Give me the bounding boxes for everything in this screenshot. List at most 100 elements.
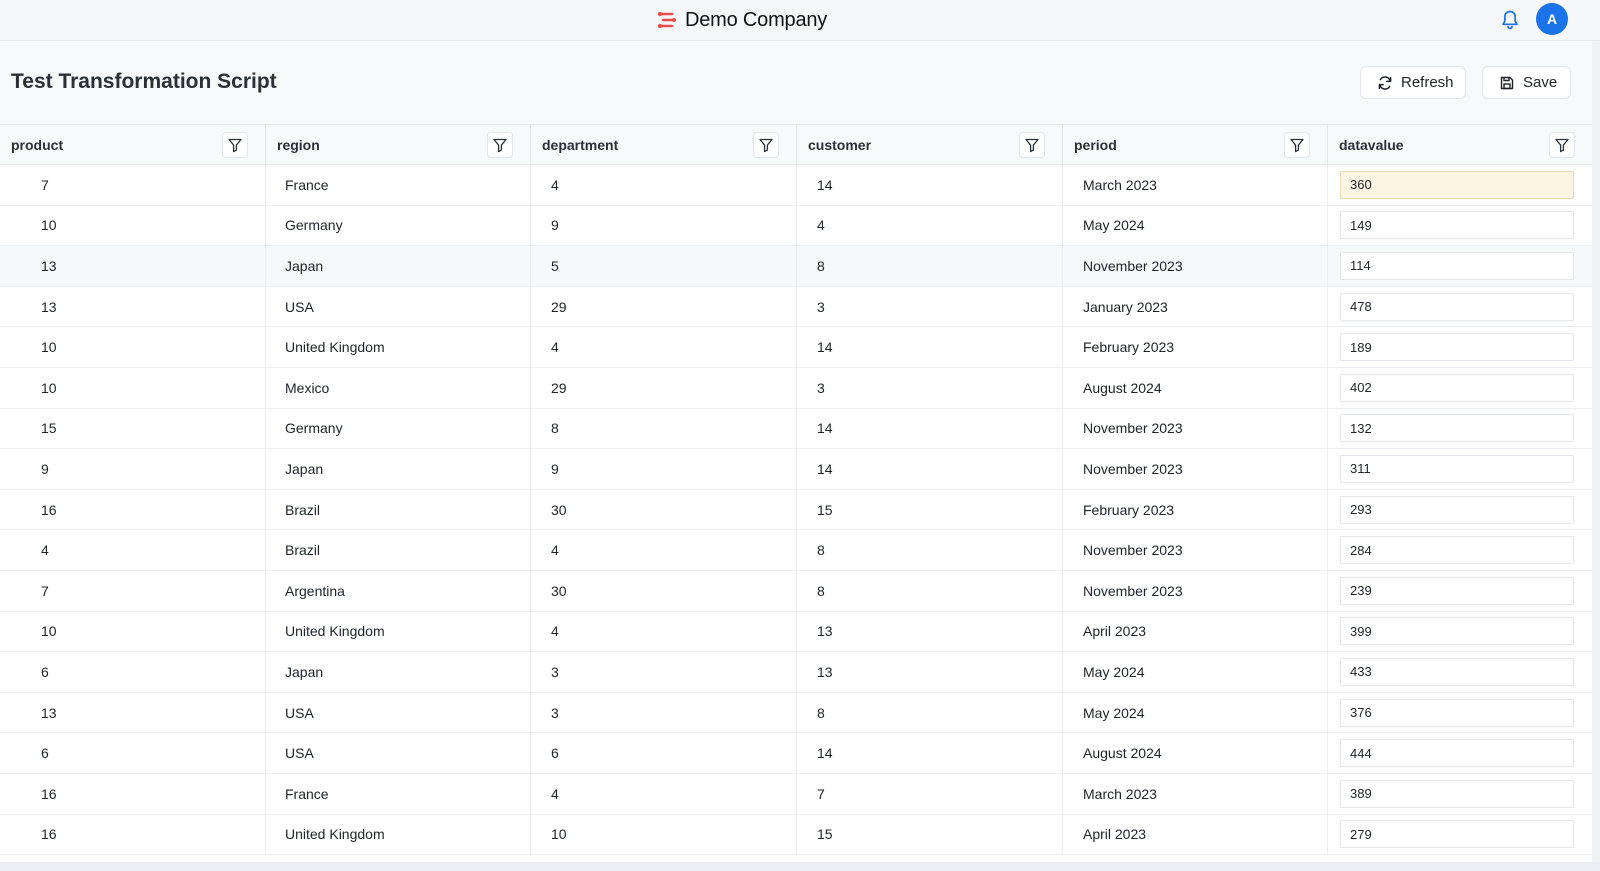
cell-period: February 2023	[1063, 489, 1328, 530]
table-row[interactable]: 7 Argentina 30 8 November 2023	[0, 570, 1592, 612]
table-row[interactable]: 10 Mexico 29 3 August 2024	[0, 367, 1592, 409]
cell-region: Brazil	[266, 530, 531, 570]
horizontal-scrollbar[interactable]	[0, 862, 1600, 871]
datavalue-input[interactable]	[1340, 292, 1574, 321]
cell-department: 9	[531, 205, 797, 246]
column-header-department[interactable]: department	[531, 125, 797, 165]
table-row[interactable]: 16 Brazil 30 15 February 2023	[0, 489, 1592, 531]
save-button[interactable]: Save	[1482, 66, 1571, 99]
datavalue-input[interactable]	[1340, 739, 1574, 768]
table-row[interactable]: 9 Japan 9 14 November 2023	[0, 449, 1592, 490]
table-row[interactable]: 13 USA 3 8 May 2024	[0, 692, 1592, 734]
cell-datavalue	[1328, 327, 1592, 367]
filter-icon[interactable]	[222, 132, 248, 158]
column-header-customer[interactable]: customer	[797, 125, 1063, 165]
datavalue-input[interactable]	[1340, 820, 1574, 849]
table-row[interactable]: 6 USA 6 14 August 2024	[0, 733, 1592, 774]
cell-period: August 2024	[1063, 367, 1328, 408]
brand[interactable]: Demo Company	[657, 6, 827, 34]
datavalue-input[interactable]	[1340, 779, 1574, 808]
column-header-label: region	[277, 137, 320, 153]
avatar[interactable]: A	[1536, 3, 1568, 35]
refresh-button[interactable]: Refresh	[1360, 66, 1466, 99]
datavalue-input[interactable]	[1340, 536, 1574, 565]
datavalue-input[interactable]	[1340, 617, 1574, 646]
datavalue-input[interactable]	[1340, 698, 1574, 727]
cell-customer: 13	[797, 611, 1063, 652]
vertical-scrollbar[interactable]	[1592, 41, 1600, 871]
datavalue-input[interactable]	[1340, 211, 1574, 240]
cell-region: Germany	[266, 408, 531, 449]
datavalue-input[interactable]	[1340, 454, 1574, 483]
datavalue-input[interactable]	[1340, 576, 1574, 605]
cell-department: 3	[531, 692, 797, 733]
cell-department: 3	[531, 652, 797, 692]
cell-customer: 15	[797, 489, 1063, 530]
cell-period: May 2024	[1063, 652, 1328, 692]
cell-customer: 14	[797, 449, 1063, 489]
cell-period: November 2023	[1063, 408, 1328, 449]
filter-icon[interactable]	[753, 132, 779, 158]
cell-period: November 2023	[1063, 570, 1328, 611]
table-row[interactable]: 10 United Kingdom 4 14 February 2023	[0, 327, 1592, 368]
datavalue-input[interactable]	[1340, 251, 1574, 280]
cell-department: 4	[531, 773, 797, 814]
datavalue-input[interactable]	[1340, 495, 1574, 524]
cell-datavalue	[1328, 571, 1592, 611]
cell-region: USA	[266, 733, 531, 773]
datavalue-input[interactable]	[1340, 657, 1574, 686]
page-title: Test Transformation Script	[11, 70, 277, 93]
grid-header: product region department customer perio…	[0, 124, 1592, 165]
cell-period: May 2024	[1063, 205, 1328, 246]
table-row[interactable]: 10 United Kingdom 4 13 April 2023	[0, 611, 1592, 653]
column-header-region[interactable]: region	[266, 125, 531, 165]
datavalue-input[interactable]	[1340, 333, 1574, 362]
filter-icon[interactable]	[1549, 132, 1575, 158]
table-row[interactable]: 16 France 4 7 March 2023	[0, 773, 1592, 815]
datavalue-input[interactable]	[1340, 414, 1574, 443]
refresh-icon	[1378, 75, 1392, 90]
cell-datavalue	[1328, 530, 1592, 570]
cell-period: March 2023	[1063, 165, 1328, 205]
table-row[interactable]: 4 Brazil 4 8 November 2023	[0, 530, 1592, 571]
cell-product: 9	[0, 449, 266, 489]
table-row[interactable]: 6 Japan 3 13 May 2024	[0, 652, 1592, 693]
table-row[interactable]: 13 USA 29 3 January 2023	[0, 286, 1592, 328]
cell-department: 8	[531, 408, 797, 449]
table-row[interactable]: 16 United Kingdom 10 15 April 2023	[0, 814, 1592, 856]
cell-department: 4	[531, 611, 797, 652]
datavalue-input[interactable]	[1340, 170, 1574, 199]
filter-icon[interactable]	[487, 132, 513, 158]
cell-region: Japan	[266, 652, 531, 692]
cell-product: 10	[0, 611, 266, 652]
cell-region: Japan	[266, 246, 531, 286]
cell-product: 6	[0, 733, 266, 773]
column-header-product[interactable]: product	[0, 125, 266, 165]
column-header-period[interactable]: period	[1063, 125, 1328, 165]
column-header-datavalue[interactable]: datavalue	[1328, 125, 1592, 165]
cell-datavalue	[1328, 652, 1592, 692]
cell-period: May 2024	[1063, 692, 1328, 733]
cell-product: 6	[0, 652, 266, 692]
datavalue-input[interactable]	[1340, 373, 1574, 402]
cell-datavalue	[1328, 246, 1592, 286]
filter-icon[interactable]	[1284, 132, 1310, 158]
table-row[interactable]: 7 France 4 14 March 2023	[0, 165, 1592, 206]
table-row[interactable]: 10 Germany 9 4 May 2024	[0, 205, 1592, 247]
cell-datavalue	[1328, 693, 1592, 733]
cell-department: 4	[531, 530, 797, 570]
cell-product: 15	[0, 408, 266, 449]
cell-customer: 8	[797, 570, 1063, 611]
cell-region: France	[266, 773, 531, 814]
cell-department: 30	[531, 489, 797, 530]
cell-product: 13	[0, 692, 266, 733]
cell-period: March 2023	[1063, 773, 1328, 814]
cell-department: 4	[531, 327, 797, 367]
bell-icon[interactable]	[1498, 8, 1522, 32]
table-row[interactable]: 13 Japan 5 8 November 2023	[0, 246, 1592, 287]
cell-datavalue	[1328, 206, 1592, 246]
cell-datavalue	[1328, 774, 1592, 814]
filter-icon[interactable]	[1019, 132, 1045, 158]
cell-region: United Kingdom	[266, 814, 531, 855]
table-row[interactable]: 15 Germany 8 14 November 2023	[0, 408, 1592, 450]
